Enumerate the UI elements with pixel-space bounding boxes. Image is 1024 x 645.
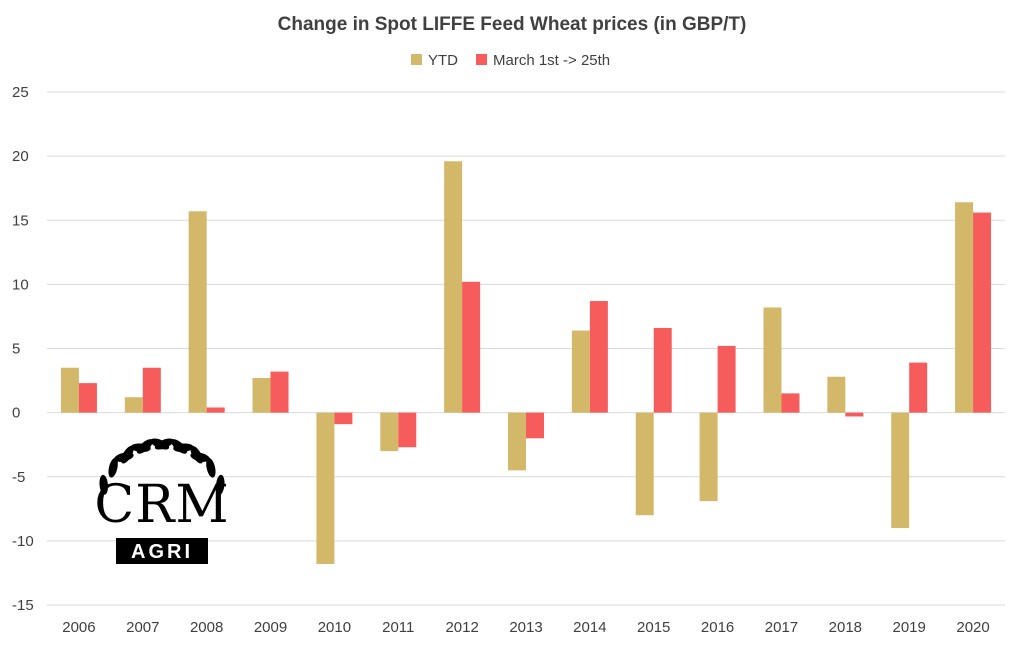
laurel-leaf [215, 474, 225, 495]
x-tick-label: 2016 [701, 619, 734, 636]
x-tick-label: 2018 [829, 619, 862, 636]
laurel-leaf [206, 458, 216, 478]
legend-swatch-march [476, 54, 487, 65]
y-tick-label: -10 [12, 533, 34, 550]
x-tick-label: 2015 [637, 619, 670, 636]
bar-ytd-2018 [827, 376, 846, 413]
y-tick-label: 15 [12, 212, 29, 229]
bar-march-2009 [270, 371, 289, 413]
bar-ytd-2016 [699, 412, 718, 502]
x-tick-label: 2014 [573, 619, 606, 636]
bar-ytd-2011 [380, 412, 399, 452]
laurel-leaf [108, 458, 118, 478]
x-tick-label: 2017 [765, 619, 798, 636]
laurel-leaf [173, 443, 194, 453]
crm-agri-logo: CRM AGRI [94, 438, 229, 564]
y-axis-ticks: 25 20 15 10 5 0 -5 -10 -15 [12, 84, 34, 614]
bar-march-2015 [653, 327, 672, 413]
chart-title: Change in Spot LIFFE Feed Wheat prices (… [278, 14, 747, 35]
x-tick-label: 2012 [445, 619, 478, 636]
bar-march-2018 [845, 412, 864, 417]
y-tick-label: 5 [12, 341, 20, 358]
bar-ytd-2013 [508, 412, 526, 471]
bar-ytd-2007 [124, 397, 143, 413]
bar-ytd-2010 [316, 412, 335, 564]
laurel-leaf [190, 452, 210, 462]
x-tick-label: 2006 [62, 619, 95, 636]
bar-march-2010 [334, 412, 353, 425]
y-tick-label: 20 [12, 148, 29, 165]
bar-ytd-2017 [763, 307, 782, 413]
bar-ytd-2006 [60, 367, 79, 413]
x-tick-label: 2008 [190, 619, 223, 636]
bar-ytd-2014 [571, 330, 590, 413]
y-tick-label: 25 [12, 84, 29, 101]
y-tick-label: 10 [12, 276, 29, 293]
x-tick-label: 2011 [382, 619, 414, 636]
bar-march-2014 [589, 301, 608, 413]
bar-march-2007 [142, 367, 161, 413]
bar-ytd-2008 [188, 211, 207, 413]
y-tick-label: 0 [12, 405, 20, 422]
y-tick-label: -15 [12, 597, 34, 614]
logo-banner [116, 538, 208, 564]
laurel-leaf [150, 438, 170, 450]
bars [60, 161, 992, 564]
bar-march-2011 [398, 412, 417, 448]
bar-march-2017 [781, 393, 800, 413]
laurel-leaf [130, 443, 151, 453]
bar-ytd-2015 [635, 412, 654, 516]
legend: YTD March 1st -> 25th [411, 52, 610, 69]
x-tick-label: 2007 [126, 619, 159, 636]
laurel-leaf [99, 474, 109, 495]
bar-march-2012 [462, 281, 481, 413]
bar-ytd-2020 [955, 202, 974, 413]
bar-ytd-2009 [252, 377, 271, 413]
bar-march-2016 [717, 345, 736, 413]
bar-march-2020 [973, 212, 992, 413]
logo-main-text: CRM [94, 475, 229, 535]
x-axis-ticks: 2006 2007 2008 2009 2010 2011 2012 2013 2014 2015… [62, 619, 990, 636]
laurel-wreath-icon [99, 438, 225, 495]
x-tick-label: 2010 [318, 619, 351, 636]
bar-march-2019 [909, 362, 928, 413]
bar-ytd-2019 [891, 412, 910, 529]
x-tick-label: 2020 [956, 619, 989, 636]
logo-sub-text: AGRI [131, 541, 193, 563]
bar-march-2008 [206, 407, 225, 413]
bar-march-2006 [78, 383, 97, 413]
bar-march-2013 [526, 412, 544, 439]
bar-ytd-2012 [444, 161, 463, 413]
legend-swatch-ytd [411, 54, 422, 65]
y-tick-label: -5 [12, 469, 25, 486]
x-tick-label: 2013 [509, 619, 542, 636]
legend-label-ytd: YTD [428, 52, 458, 69]
x-tick-label: 2009 [254, 619, 287, 636]
x-tick-label: 2019 [893, 619, 926, 636]
laurel-leaf [114, 452, 134, 462]
legend-label-march: March 1st -> 25th [493, 52, 610, 69]
